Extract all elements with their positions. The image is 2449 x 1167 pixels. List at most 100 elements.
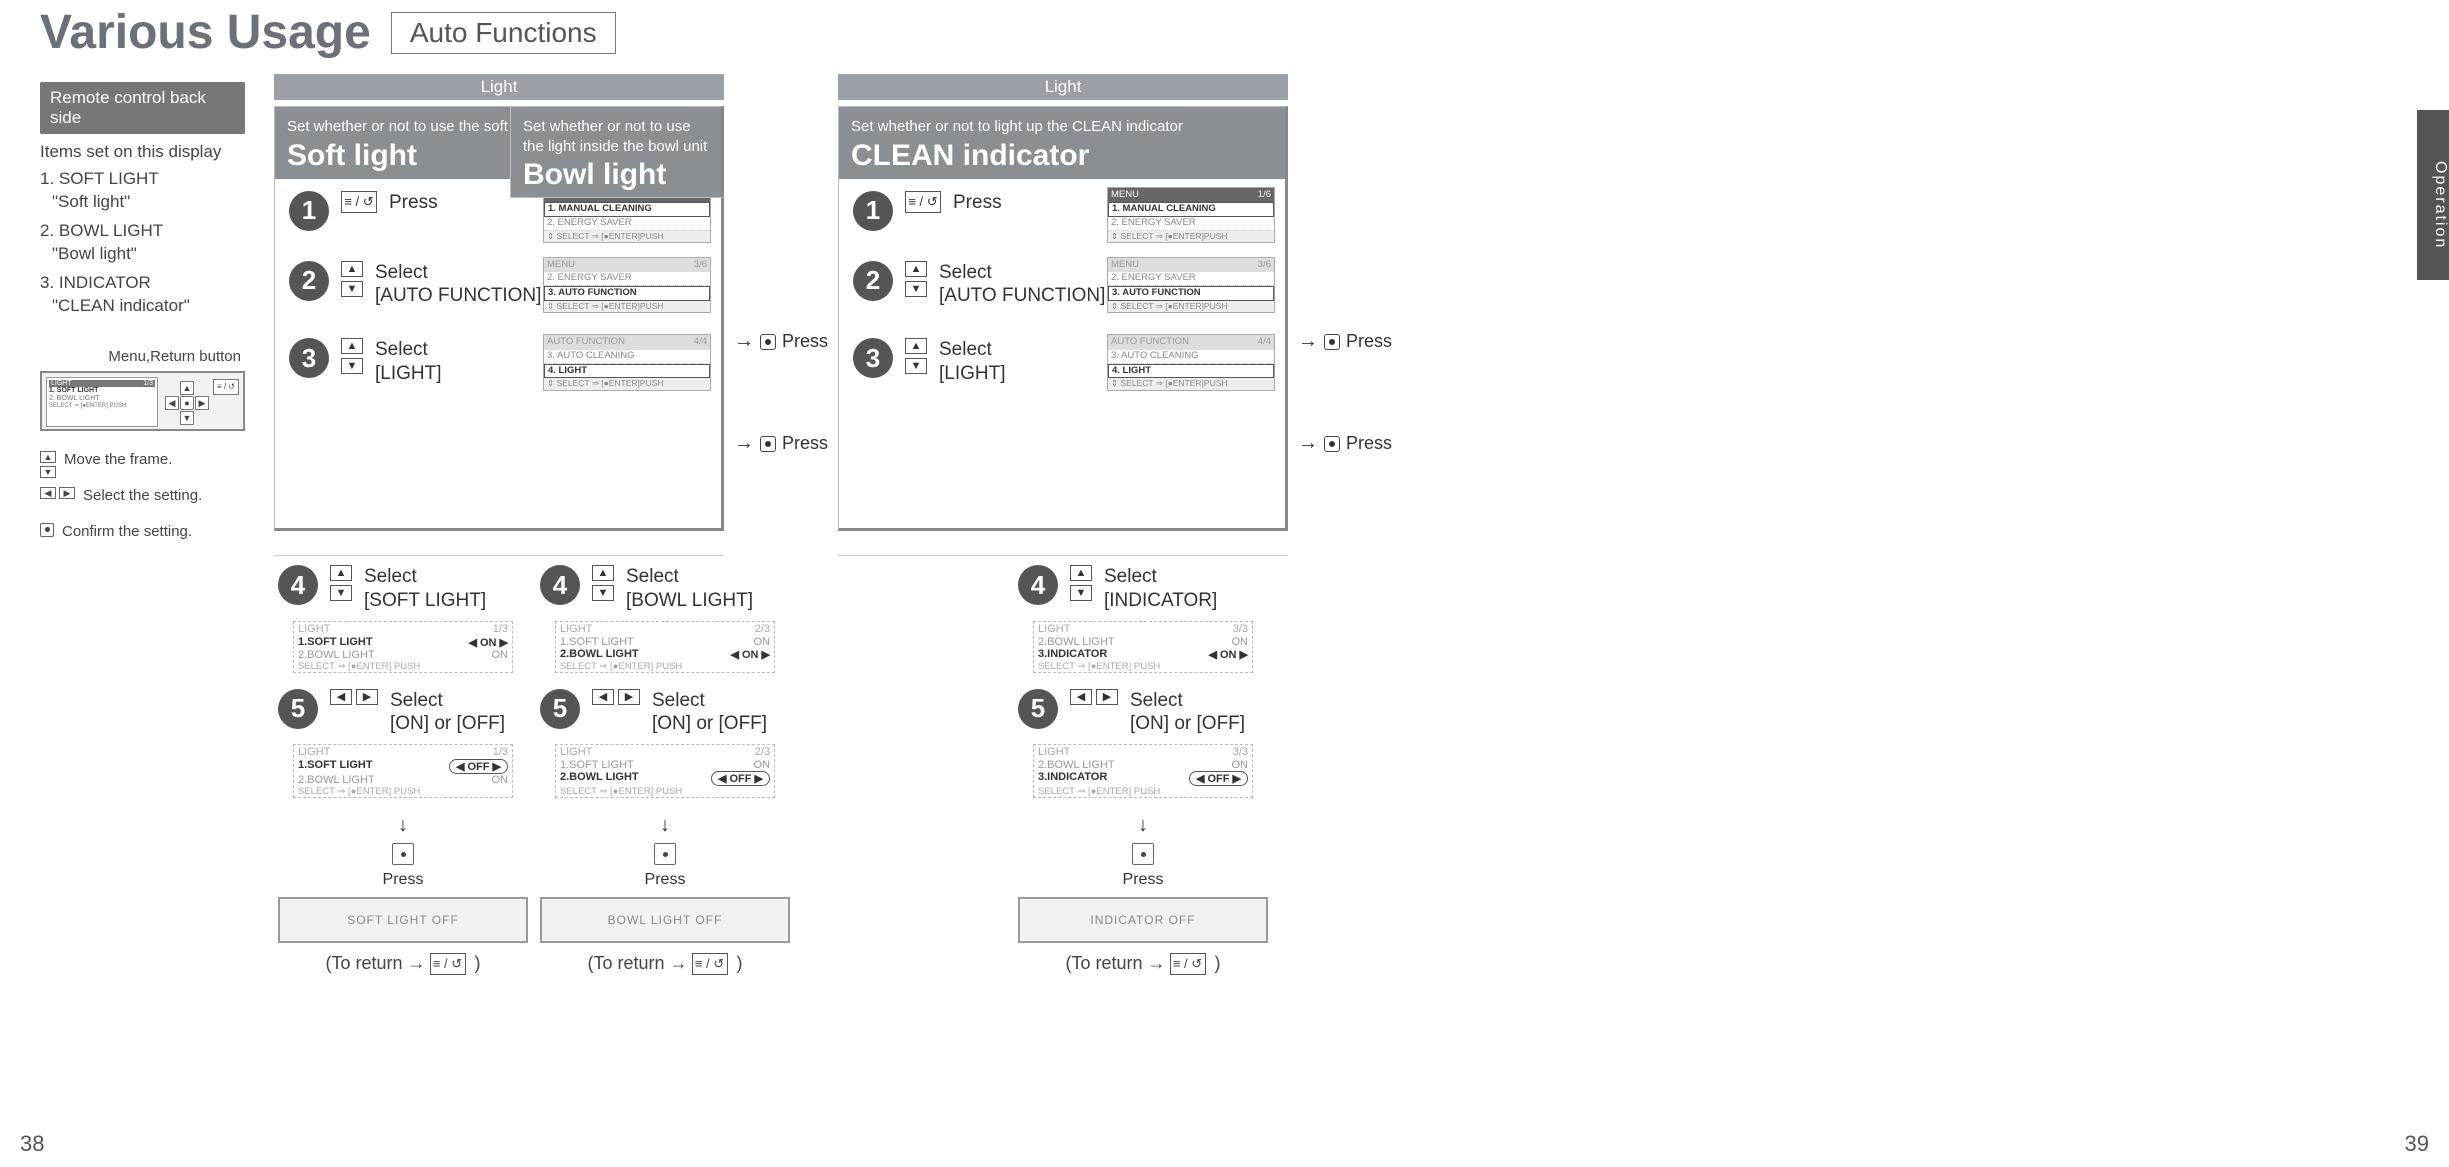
menu-button-icon: ≡ / ↺ <box>692 953 728 975</box>
remote-badge: Remote control back side <box>40 82 245 134</box>
menu-return-label: Menu,Return button <box>40 348 245 365</box>
off-pill: ◀ OFF ▶ <box>449 759 508 774</box>
soft-lcd4: LIGHT1/3 1.SOFT LIGHT◀ ON ▶ 2.BOWL LIGHT… <box>293 621 513 673</box>
info-item: 2. BOWL LIGHT"Bowl light" <box>40 220 245 266</box>
return-line: (To return →≡ / ↺ ) <box>540 953 790 975</box>
step-2-text: Select[AUTO FUNCTION] <box>939 261 1105 309</box>
step-number: 4 <box>540 565 580 605</box>
remote-diagram: Menu,Return button LIGHT1/3 1. SOFT LIGH… <box>40 348 245 540</box>
press-callout: →Press <box>734 432 828 455</box>
up-icon: ▲ <box>1070 565 1092 581</box>
enter-icon <box>392 843 414 865</box>
legend-lr-text: Select the setting. <box>83 487 202 504</box>
lcd-auto-44: AUTO FUNCTION4/4 3. AUTO CLEANING 4. LIG… <box>543 334 711 391</box>
divider <box>274 555 724 556</box>
down-icon: ▼ <box>341 281 363 297</box>
soft-lower-col: 4 ▲▼ Select[SOFT LIGHT] LIGHT1/3 1.SOFT … <box>278 565 528 975</box>
bowl-lower-col: 4 ▲▼ Select[BOWL LIGHT] LIGHT2/3 1.SOFT … <box>540 565 790 975</box>
step-1: 1 ≡ / ↺ Press MENU1/6 1. MANUAL CLEANING… <box>853 191 1275 231</box>
step-number: 2 <box>853 261 893 301</box>
clean-panel: Set whether or not to light up the CLEAN… <box>838 106 1288 531</box>
legend-left-icon: ◀ <box>40 487 56 499</box>
enter-icon <box>654 843 676 865</box>
light-bar-left: Light <box>274 74 724 100</box>
bowl-step5-text: Select[ON] or [OFF] <box>652 689 767 737</box>
title-row: Various Usage Auto Functions <box>40 5 616 60</box>
clean-lcd4: LIGHT3/3 2.BOWL LIGHTON 3.INDICATOR◀ ON … <box>1033 621 1253 673</box>
step-3-text: Select[LIGHT] <box>375 338 442 386</box>
menu-button-icon: ≡ / ↺ <box>905 191 941 213</box>
bowl-msg: BOWL LIGHT OFF <box>540 897 790 943</box>
page-number-right: 39 <box>2405 1131 2429 1157</box>
soft-step5-text: Select[ON] or [OFF] <box>390 689 505 737</box>
clean-step4-text: Select[INDICATOR] <box>1104 565 1217 613</box>
press-callout: →Press <box>1298 432 1392 455</box>
step-3-text: Select[LIGHT] <box>939 338 1006 386</box>
step-number: 1 <box>289 191 329 231</box>
step-number: 5 <box>540 689 580 729</box>
lcd-menu-16: MENU1/6 1. MANUAL CLEANING 2. ENERGY SAV… <box>1107 187 1275 244</box>
bowl-title: Bowl light <box>523 158 709 192</box>
up-icon: ▲ <box>905 261 927 277</box>
step-number: 4 <box>1018 565 1058 605</box>
step-press: Press <box>389 191 438 215</box>
step-number: 3 <box>289 338 329 378</box>
return-line: (To return →≡ / ↺ ) <box>1018 953 1268 975</box>
bowl-lcd4: LIGHT2/3 1.SOFT LIGHTON 2.BOWL LIGHT◀ ON… <box>555 621 775 673</box>
info-intro: Items set on this display <box>40 142 245 162</box>
press-callout: →Press <box>1298 330 1392 353</box>
light-bar-right: Light <box>838 74 1288 100</box>
step-2: 2 ▲▼ Select[AUTO FUNCTION] MENU3/6 2. EN… <box>853 261 1275 309</box>
clean-lower-col: 4 ▲▼ Select[INDICATOR] LIGHT3/3 2.BOWL L… <box>1018 565 1268 975</box>
right-icon: ▶ <box>618 689 640 705</box>
legend-down-icon: ▼ <box>40 466 56 478</box>
page-number-left: 38 <box>20 1131 44 1157</box>
soft-msg: SOFT LIGHT OFF <box>278 897 528 943</box>
legend-up-icon: ▲ <box>40 451 56 463</box>
remote-dpad: ▲ ▼ ◀ ▶ ● <box>165 381 209 425</box>
info-item: 3. INDICATOR"CLEAN indicator" <box>40 272 245 318</box>
right-icon: ▶ <box>1096 689 1118 705</box>
enter-icon <box>1324 436 1340 452</box>
down-icon: ▼ <box>905 281 927 297</box>
press-block: ↓ Press <box>540 814 790 889</box>
enter-icon <box>1132 843 1154 865</box>
down-icon: ▼ <box>905 358 927 374</box>
menu-button-icon: ≡ / ↺ <box>1170 953 1206 975</box>
off-pill: ◀ OFF ▶ <box>1189 771 1248 786</box>
menu-button-icon: ≡ / ↺ <box>341 191 377 213</box>
step-3: 3 ▲▼ Select[LIGHT] AUTO FUNCTION4/4 3. A… <box>853 338 1275 386</box>
bowl-light-panel: Set whether or not to use the light insi… <box>510 106 724 198</box>
clean-lcd5: LIGHT3/3 2.BOWL LIGHTON 3.INDICATOR◀ OFF… <box>1033 744 1253 798</box>
enter-icon <box>760 334 776 350</box>
legend: ▲▼ Move the frame. ◀▶ Select the setting… <box>40 451 245 540</box>
step-press: Press <box>953 191 1002 215</box>
press-callout: →Press <box>734 330 828 353</box>
lcd-auto-44: AUTO FUNCTION4/4 3. AUTO CLEANING 4. LIG… <box>1107 334 1275 391</box>
step-number: 5 <box>1018 689 1058 729</box>
step-number: 5 <box>278 689 318 729</box>
section-badge: Auto Functions <box>391 12 616 54</box>
remote-menu-button-icon: ≡ / ↺ <box>213 379 239 395</box>
enter-icon <box>1324 334 1340 350</box>
up-icon: ▲ <box>341 261 363 277</box>
step-number: 1 <box>853 191 893 231</box>
dpad-right-icon: ▶ <box>195 396 209 410</box>
menu-button-icon: ≡ / ↺ <box>430 953 466 975</box>
side-tab: Operation <box>2417 110 2449 280</box>
legend-updown-text: Move the frame. <box>64 451 172 468</box>
divider <box>838 555 1288 556</box>
right-icon: ▶ <box>356 689 378 705</box>
lcd-menu-36: MENU3/6 2. ENERGY SAVER 3. AUTO FUNCTION… <box>1107 257 1275 314</box>
dpad-enter-icon: ● <box>180 396 194 410</box>
dpad-down-icon: ▼ <box>180 411 194 425</box>
step-number: 2 <box>289 261 329 301</box>
info-item: 1. SOFT LIGHT"Soft light" <box>40 168 245 214</box>
clean-step5-text: Select[ON] or [OFF] <box>1130 689 1245 737</box>
enter-icon <box>760 436 776 452</box>
page-title: Various Usage <box>40 5 371 60</box>
step-2-text: Select[AUTO FUNCTION] <box>375 261 541 309</box>
soft-lcd5: LIGHT1/3 1.SOFT LIGHT◀ OFF ▶ 2.BOWL LIGH… <box>293 744 513 798</box>
step-3: 3 ▲▼ Select[LIGHT] AUTO FUNCTION4/4 3. A… <box>289 338 711 386</box>
soft-step4-text: Select[SOFT LIGHT] <box>364 565 486 613</box>
